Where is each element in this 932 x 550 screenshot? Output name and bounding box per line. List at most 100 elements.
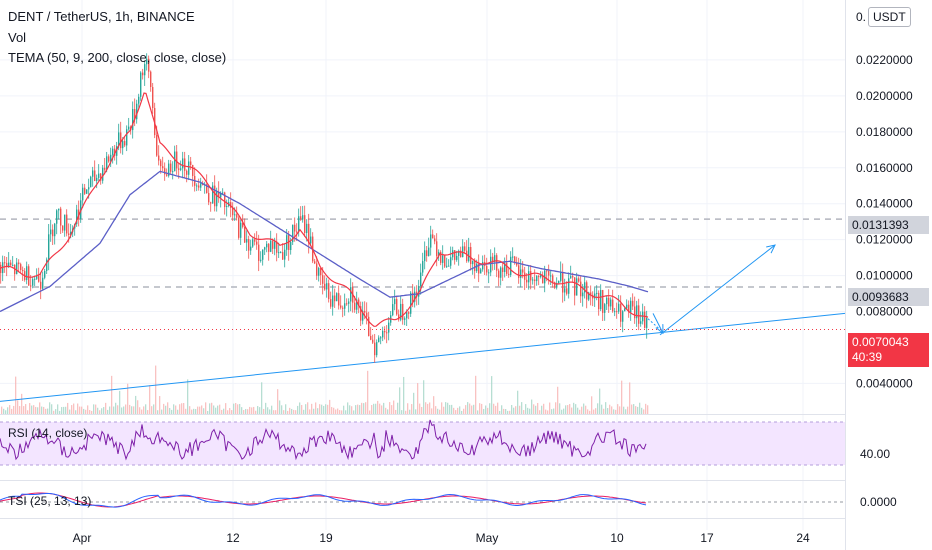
candle-body — [386, 332, 388, 334]
volume-bar — [281, 405, 283, 414]
candle-body — [482, 261, 484, 270]
volume-bar — [633, 404, 635, 414]
volume-bar — [231, 410, 233, 414]
candle-body — [646, 317, 648, 328]
projection-arrows[interactable] — [652, 244, 776, 336]
currency-badge[interactable]: USDT — [868, 7, 911, 27]
candle-body — [404, 318, 406, 320]
tsi-label[interactable]: TSI (25, 13, 13) — [8, 494, 92, 508]
candle-body — [552, 275, 554, 283]
volume-bar — [103, 407, 105, 414]
candle-body — [408, 312, 410, 314]
volume-bar — [235, 402, 237, 414]
candle-body — [128, 126, 130, 130]
candle-body — [420, 272, 422, 287]
candle-body — [594, 293, 596, 299]
candle-body — [112, 148, 114, 155]
candle-body — [600, 290, 602, 310]
volume-bar — [525, 404, 527, 414]
candle-body — [410, 292, 412, 314]
candle-body — [316, 263, 318, 276]
volume-bar — [387, 409, 389, 414]
volume-bar — [97, 407, 99, 414]
candle-body — [604, 304, 606, 313]
volume-bar — [323, 405, 325, 414]
vol-label[interactable]: Vol — [8, 30, 27, 45]
volume-bar — [257, 406, 259, 414]
volume-bar — [105, 402, 107, 414]
candle-body — [518, 265, 520, 278]
support-trendline[interactable] — [0, 312, 846, 402]
volume-bar — [227, 410, 229, 414]
volume-bar — [407, 403, 409, 414]
candle-body — [428, 247, 430, 256]
volume-bar — [553, 408, 555, 414]
candle-body — [82, 187, 84, 201]
volume-bar — [585, 405, 587, 414]
volume-bar — [53, 410, 55, 414]
candle-body — [188, 161, 190, 175]
volume-bar — [559, 403, 561, 414]
volume-bar — [383, 402, 385, 414]
candle-body — [528, 271, 530, 283]
volume-bar — [41, 406, 43, 414]
volume-bar — [193, 408, 195, 414]
volume-bar — [263, 408, 265, 414]
candle-body — [556, 283, 558, 288]
candle-body — [382, 330, 384, 338]
candle-body — [56, 210, 58, 224]
volume-bar — [537, 402, 539, 414]
candle-body — [304, 215, 306, 234]
volume-bar — [393, 400, 395, 414]
volume-bar — [631, 404, 633, 414]
candle-body — [148, 58, 150, 72]
candle-body — [562, 272, 564, 293]
volume-bar — [459, 406, 461, 414]
candle-body — [348, 301, 350, 304]
candle-body — [354, 302, 356, 310]
volume-bar — [351, 406, 353, 414]
candle-body — [374, 342, 376, 356]
candle-body — [344, 303, 346, 309]
volume-bar — [341, 410, 343, 414]
volume-bar — [551, 409, 553, 414]
candle-body — [308, 223, 310, 244]
volume-bar — [575, 404, 577, 414]
candle-body — [178, 168, 180, 170]
volume-bar — [621, 380, 623, 414]
candle-body — [150, 71, 152, 88]
volume-bar — [431, 408, 433, 414]
candle-body — [370, 336, 372, 340]
candle-body — [516, 262, 518, 266]
candle-body — [358, 299, 360, 307]
rsi-label[interactable]: RSI (14, close) — [8, 426, 88, 440]
volume-bar — [413, 392, 415, 414]
volume-bar — [111, 375, 113, 414]
volume-bar — [9, 405, 11, 414]
volume-bar — [285, 404, 287, 414]
volume-bar — [443, 406, 445, 414]
horizontal-levels[interactable] — [0, 218, 845, 288]
tema-label[interactable]: TEMA (50, 9, 200, close, close, close) — [8, 50, 227, 65]
candle-body — [20, 264, 22, 270]
volume-bar — [455, 410, 457, 414]
volume-bar — [15, 376, 17, 414]
volume-bar — [125, 404, 127, 414]
candle-body — [450, 257, 452, 266]
volume-bar — [55, 409, 57, 414]
candle-body — [172, 171, 174, 173]
volume-bar — [437, 408, 439, 414]
volume-bar — [447, 402, 449, 414]
volume-bar — [133, 406, 135, 414]
candle-body — [268, 243, 270, 252]
candle-body — [166, 174, 168, 176]
volume-bar — [561, 409, 563, 414]
tema-fast-line — [0, 92, 649, 327]
candle-body — [530, 271, 532, 281]
volume-bar — [101, 408, 103, 414]
candle-body — [4, 262, 6, 264]
volume-bar — [33, 405, 35, 414]
candle-body — [10, 262, 12, 266]
candle-body — [548, 270, 550, 276]
